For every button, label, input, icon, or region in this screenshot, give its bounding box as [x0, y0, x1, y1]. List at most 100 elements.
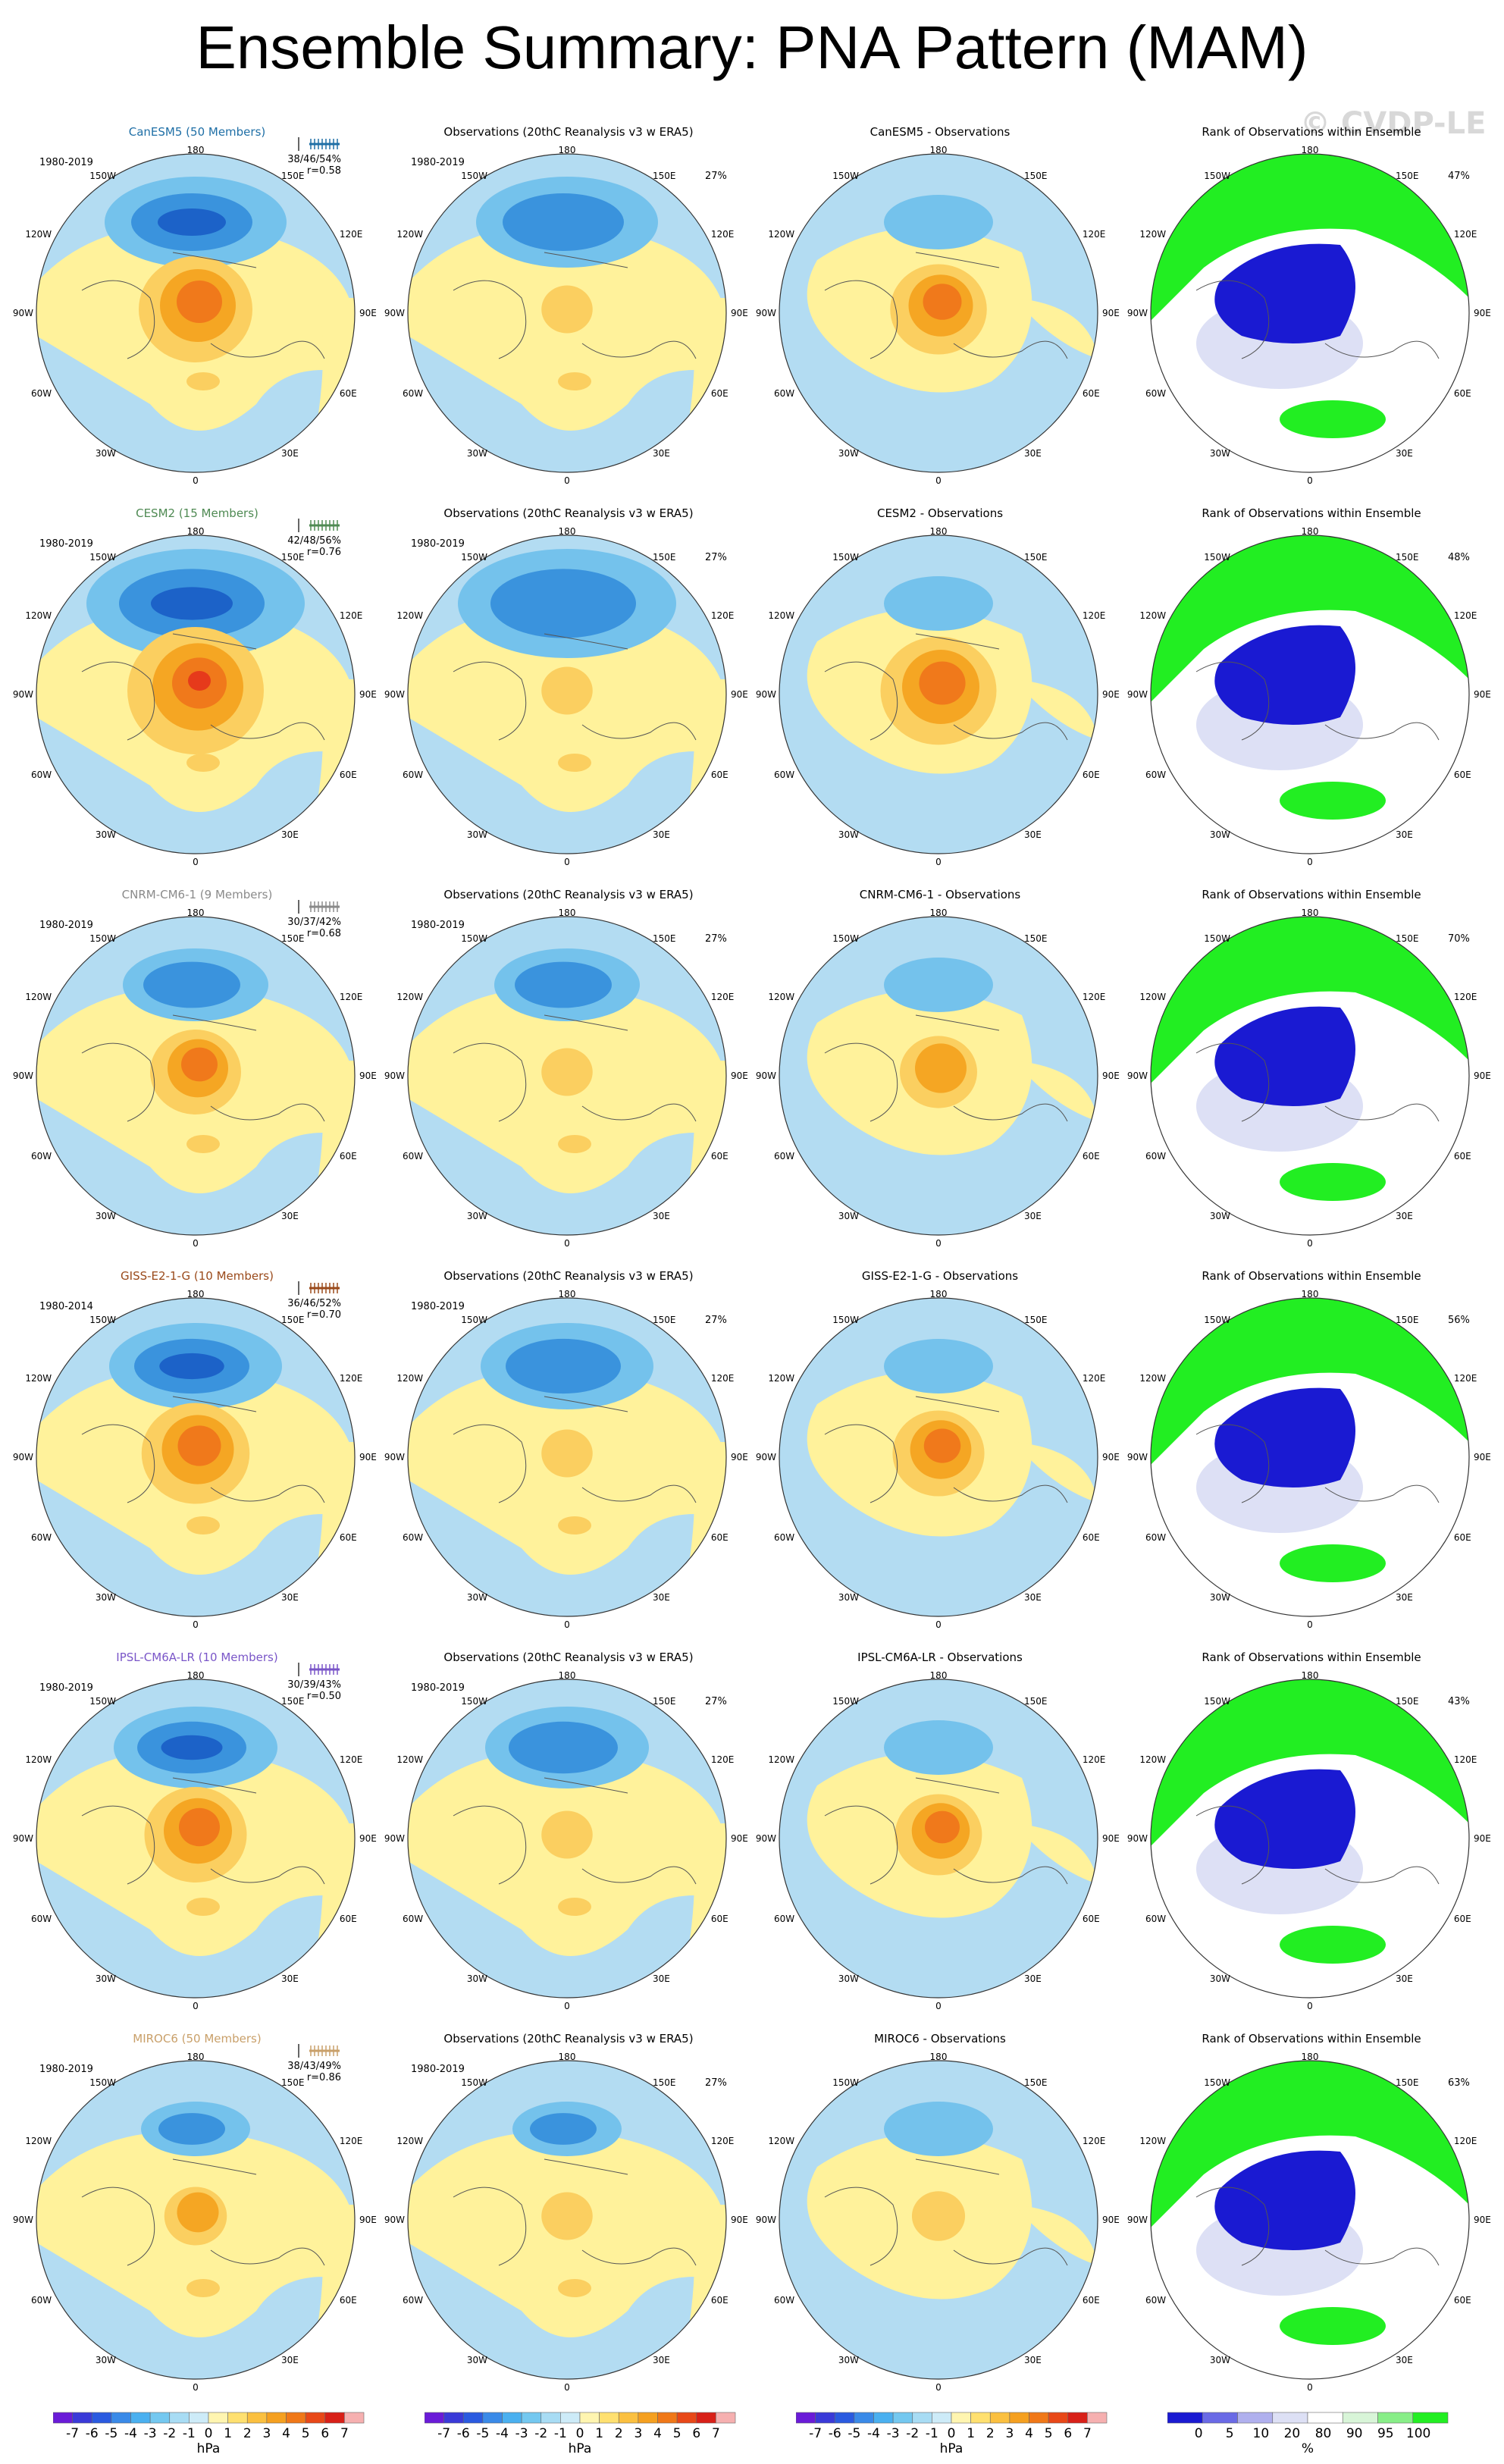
- lon-label: 60E: [710, 1151, 728, 1161]
- lon-label: 60E: [1082, 1914, 1100, 1924]
- lon-label: 180: [558, 908, 576, 918]
- colorbar-tick-label: -4: [124, 2426, 137, 2441]
- lon-label: 30W: [838, 447, 859, 459]
- lon-label: 180: [186, 1670, 205, 1681]
- lon-label: 90W: [384, 1833, 405, 1844]
- panel-title: Observations (20thC Reanalysis v3 w ERA5…: [443, 2032, 694, 2045]
- lon-label: 60E: [710, 1914, 728, 1924]
- lon-label: 0: [193, 1238, 199, 1249]
- lon-label: 60E: [710, 770, 728, 780]
- pressure-map: [407, 1679, 727, 1998]
- lon-label: 60W: [774, 1532, 795, 1543]
- panel-r4-c3: Rank of Observations within Ensemble 43% 1…: [1127, 1651, 1491, 2011]
- colorbar-tick-label: 2: [614, 2426, 623, 2441]
- lon-label: 120W: [1139, 992, 1167, 1002]
- lon-label: 60W: [774, 1151, 795, 1161]
- lon-label: 90W: [1126, 2215, 1148, 2225]
- lon-label: 30E: [1024, 447, 1042, 459]
- colorbar-swatches: [53, 2412, 365, 2424]
- lon-label: 150E: [1396, 1696, 1419, 1707]
- panel-r5-c1: Observations (20thC Reanalysis v3 w ERA5…: [384, 2032, 748, 2393]
- lon-label: 120W: [25, 229, 52, 240]
- pressure-map: [779, 916, 1098, 1236]
- colorbar-swatch: [462, 2412, 484, 2424]
- lon-label: 180: [929, 908, 948, 918]
- lon-label: 60E: [1453, 1914, 1471, 1924]
- colorbar-tick-label: 1: [595, 2426, 604, 2441]
- colorbar-tick-label: 1: [967, 2426, 976, 2441]
- lon-label: 150E: [1024, 1696, 1048, 1707]
- page-title: Ensemble Summary: PNA Pattern (MAM): [196, 14, 1308, 81]
- lon-label: 90E: [731, 1071, 748, 1081]
- colorbar-tick-label: 6: [1064, 2426, 1073, 2441]
- lon-label: 150W: [832, 2077, 859, 2089]
- colorbar-swatch: [696, 2412, 716, 2424]
- colorbar-swatch: [53, 2412, 73, 2424]
- lon-label: 120E: [1082, 610, 1106, 621]
- lon-label: 120W: [1139, 610, 1167, 621]
- lon-label: 90E: [1474, 1452, 1491, 1462]
- lon-label: 30W: [1209, 1591, 1230, 1603]
- lon-label: 180: [1301, 145, 1319, 155]
- colorbar-tick-label: 2: [243, 2426, 252, 2441]
- lon-label: 60E: [1453, 1532, 1471, 1543]
- panel-title: Observations (20thC Reanalysis v3 w ERA5…: [443, 506, 694, 520]
- colorbar-swatch: [579, 2412, 600, 2424]
- pressure-map: [36, 2060, 356, 2380]
- colorbar-swatch: [796, 2412, 816, 2424]
- lon-label: 90W: [755, 1833, 776, 1844]
- lon-label: 60W: [31, 388, 52, 399]
- lon-label: 120E: [710, 1754, 735, 1765]
- lon-label: 150W: [1204, 171, 1230, 182]
- lon-label: 150W: [832, 933, 859, 945]
- colorbar-swatch: [1009, 2412, 1029, 2424]
- rank-map: [1150, 153, 1470, 473]
- colorbar-swatch: [305, 2412, 326, 2424]
- lon-label: 30W: [95, 2354, 116, 2365]
- colorbar-swatch: [716, 2412, 736, 2424]
- panel-percent: 56%: [1448, 1315, 1470, 1326]
- lon-label: 120W: [1139, 229, 1167, 240]
- lon-label: 60E: [339, 1914, 357, 1924]
- colorbar-tick-label: -2: [906, 2426, 920, 2441]
- colorbar-swatch: [1307, 2412, 1343, 2424]
- lon-label: 0: [564, 2001, 570, 2011]
- lon-label: 30W: [466, 2354, 487, 2365]
- panel-title: Rank of Observations within Ensemble: [1202, 125, 1421, 139]
- colorbar-swatches: [1167, 2412, 1449, 2424]
- lon-label: 150E: [1024, 2077, 1048, 2089]
- lon-label: 150W: [1204, 933, 1230, 945]
- lon-label: 150W: [1204, 552, 1230, 563]
- pressure-map: [36, 1679, 356, 1998]
- lon-label: 90E: [731, 1452, 748, 1462]
- colorbar-swatch: [189, 2412, 209, 2424]
- lon-label: 0: [1307, 2382, 1313, 2393]
- lon-label: 30W: [95, 1591, 116, 1603]
- rank-map: [1150, 1679, 1470, 1998]
- colorbar-unit: hPa: [196, 2441, 221, 2456]
- lon-label: 120W: [768, 1373, 795, 1384]
- lon-label: 30E: [1396, 829, 1413, 840]
- lon-label: 120E: [1082, 1373, 1106, 1384]
- panel-r2-c2: CNRM-CM6-1 - Observations 180 0 150W 150E 120…: [756, 888, 1120, 1249]
- lon-label: 30W: [95, 447, 116, 459]
- lon-label: 180: [186, 908, 205, 918]
- colorbar-swatch: [1412, 2412, 1449, 2424]
- lon-label: 90E: [1102, 2215, 1120, 2225]
- lon-label: 60E: [1082, 2295, 1100, 2306]
- lon-label: 0: [564, 475, 570, 486]
- lon-label: 150E: [1024, 933, 1048, 945]
- panel-title: CanESM5 - Observations: [870, 125, 1010, 139]
- colorbar-hpa-3: -7 -6 -5 -4 -3 -2 -1 0 1 2 3 4 5 6 7 hPa: [796, 2411, 1122, 2464]
- panel-title: Rank of Observations within Ensemble: [1202, 1651, 1421, 1664]
- panel-title: Observations (20thC Reanalysis v3 w ERA5…: [443, 1269, 694, 1283]
- lon-label: 90E: [731, 689, 748, 700]
- lon-label: 150E: [281, 2077, 305, 2089]
- panel-corr: r=0.76: [306, 547, 341, 558]
- lon-label: 90E: [731, 308, 748, 318]
- lon-label: 120E: [1453, 229, 1477, 240]
- panel-r0-c0: CanESM5 (50 Members) 1980-2019 38/46/54% r=…: [13, 125, 377, 486]
- colorbar-tick-label: -5: [105, 2426, 118, 2441]
- lon-label: 120W: [25, 1373, 52, 1384]
- panel-percent: 27%: [705, 171, 727, 182]
